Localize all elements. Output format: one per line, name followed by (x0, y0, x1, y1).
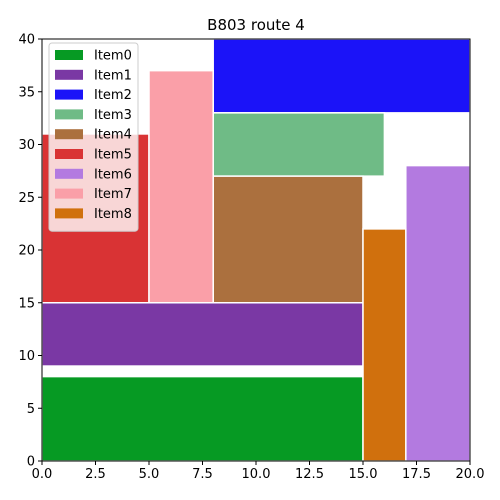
legend: Item0 Item1 Item2 Item3 Item4 Item5 Item6 Item7… (48, 42, 139, 232)
x-tick-label: 17.5 (402, 467, 431, 482)
legend-swatch-item5 (55, 149, 83, 159)
legend-label-item8: Item8 (94, 207, 132, 222)
legend-swatch-item0 (55, 50, 83, 60)
rect-item2 (212, 38, 471, 114)
rect-item3 (212, 112, 386, 177)
legend-label-item6: Item6 (94, 167, 132, 182)
x-tick-label: 5.0 (139, 467, 160, 482)
legend-label-item1: Item1 (94, 68, 132, 83)
axes-layer: 0.0 2.5 5.0 7.5 10.0 12.5 15.0 17.5 20.0 0 5 10 15 20… (18, 33, 484, 483)
legend-label-item7: Item7 (94, 187, 132, 202)
x-tick-label: 15.0 (349, 467, 378, 482)
y-tick-label: 0 (27, 455, 35, 470)
legend-swatch-item7 (55, 188, 83, 199)
y-tick-label: 30 (18, 138, 35, 153)
rect-item8 (362, 228, 407, 462)
y-tick-label: 15 (18, 296, 35, 311)
legend-swatch-item8 (55, 208, 83, 219)
legend-swatch-item1 (55, 69, 83, 80)
legend-label-item0: Item0 (94, 49, 132, 64)
legend-label-item2: Item2 (94, 88, 132, 103)
rect-item4 (212, 175, 364, 304)
y-tick-label: 20 (18, 244, 35, 259)
rect-item0 (41, 375, 364, 462)
legend-label-item3: Item3 (94, 108, 132, 123)
rect-item7 (148, 69, 214, 304)
y-tick-label: 10 (18, 349, 35, 364)
x-tick-label: 2.5 (85, 467, 106, 482)
legend-swatch-item6 (55, 168, 83, 179)
x-tick-label: 7.5 (192, 467, 213, 482)
legend-label-item5: Item5 (94, 148, 132, 163)
y-tick-label: 5 (27, 402, 35, 417)
legend-label-item4: Item4 (94, 128, 132, 143)
x-tick-label: 0.0 (32, 467, 53, 482)
x-tick-label: 12.5 (295, 467, 324, 482)
rect-item6 (405, 164, 471, 462)
y-tick-label: 40 (18, 33, 35, 48)
y-tick-label: 35 (18, 85, 35, 100)
legend-swatch-item3 (55, 109, 83, 120)
legend-swatch-item2 (55, 89, 83, 100)
rect-item1 (41, 302, 364, 367)
legend-swatch-item4 (55, 129, 83, 140)
x-tick-label: 10.0 (242, 467, 271, 482)
x-tick-label: 20.0 (456, 467, 485, 482)
y-tick-label: 25 (18, 191, 35, 206)
chart-title: B803 route 4 (207, 16, 305, 34)
